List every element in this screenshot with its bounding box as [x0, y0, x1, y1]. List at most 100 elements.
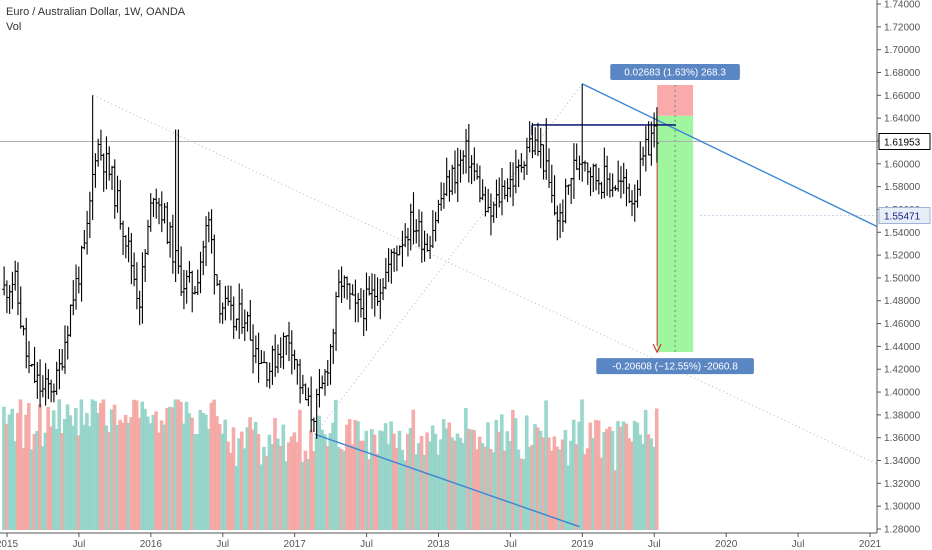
volume-bar — [245, 427, 250, 530]
volume-bar — [126, 422, 131, 530]
volume-bar — [187, 413, 192, 530]
y-tick-label: 1.72000 — [884, 22, 921, 33]
volume-bar — [240, 431, 244, 530]
ohlc-bars — [2, 83, 659, 439]
volume-bar — [613, 470, 618, 530]
volume-bar — [530, 444, 535, 530]
stop-measure-label-bg — [610, 64, 740, 81]
volume-bar — [477, 436, 482, 530]
volume-bar — [599, 457, 604, 530]
volume-bar — [441, 419, 446, 530]
volume-bar — [527, 447, 532, 530]
y-tick-label: 1.48000 — [884, 296, 921, 307]
volume-bar — [192, 433, 197, 530]
y-tick-label: 1.64000 — [884, 114, 921, 125]
y-tick-label: 1.32000 — [884, 479, 921, 490]
volume-bar — [284, 461, 288, 530]
y-tick-label: 1.44000 — [884, 342, 921, 353]
volume-bar — [508, 440, 512, 530]
chart-legend: Euro / Australian Dollar, 1W, OANDA Vol — [6, 5, 185, 35]
volume-bar — [370, 429, 374, 530]
volume-bar — [281, 424, 286, 530]
volume-bar — [591, 438, 595, 530]
volume-bar — [57, 399, 62, 530]
volume-bar — [480, 443, 485, 530]
volume-bar — [79, 399, 84, 530]
volume-bar — [259, 464, 263, 530]
volume-bar — [298, 409, 302, 530]
risk-reward-tool[interactable] — [652, 85, 694, 354]
volume-bar — [544, 400, 548, 530]
measure-labels: 0.02683 (1.63%) 268.3 -0.20608 (−12.55%) … — [596, 64, 754, 375]
volume-bar — [71, 425, 75, 530]
volume-bar — [151, 414, 156, 530]
volume-bar — [35, 430, 39, 530]
x-tick-label: 2017 — [284, 539, 307, 550]
volume-bar — [292, 432, 297, 530]
x-tick-label: 2020 — [715, 539, 738, 550]
volume-bar — [588, 422, 593, 530]
x-tick-label: 2016 — [140, 539, 163, 550]
volume-bar — [322, 434, 327, 530]
volume-bar — [253, 421, 258, 530]
volume-bar — [51, 410, 56, 530]
volume-bar — [176, 399, 180, 530]
volume-bar — [273, 418, 277, 530]
volume-bar — [383, 423, 388, 530]
volume-bar — [184, 401, 189, 530]
volume-bar — [447, 422, 452, 530]
volume-bar — [602, 431, 606, 530]
volume-bar — [206, 428, 211, 530]
target-arrow-head — [652, 343, 662, 354]
volume-bar — [104, 425, 109, 530]
volume-bar — [378, 430, 382, 530]
volume-bar — [2, 406, 6, 530]
trendlines[interactable] — [0, 83, 878, 528]
current-price-badge-bg — [878, 132, 931, 150]
volume-bar — [574, 444, 579, 530]
y-tick-label: 1.28000 — [884, 525, 921, 536]
y-tick-label: 1.52000 — [884, 251, 921, 262]
volume-bar — [563, 430, 568, 530]
volume-bar — [558, 449, 562, 530]
volume-bar — [585, 448, 590, 530]
volume-bar — [231, 427, 236, 530]
volume-bar — [270, 444, 275, 530]
secondary-price-badge-bg — [878, 206, 931, 224]
volume-bar — [356, 421, 360, 530]
volume-bar — [212, 399, 216, 530]
volume-bar — [109, 409, 114, 530]
volume-bar — [621, 421, 626, 530]
volume-bar — [7, 414, 12, 530]
volume-bar — [49, 426, 53, 530]
volume-bar — [217, 424, 222, 530]
x-tick-label: 2015 — [0, 539, 19, 550]
target-measure-label: -0.20608 (−12.55%) -2060.8 — [612, 362, 738, 373]
volume-bar — [278, 445, 283, 530]
x-axis-panel — [0, 534, 932, 550]
y-tick-label: 1.30000 — [884, 502, 921, 513]
volume-bar — [422, 454, 427, 530]
volume-bar — [569, 440, 573, 530]
volume-bar — [616, 421, 620, 530]
volume-bar — [646, 434, 651, 530]
trendline-dotted-rising — [314, 83, 583, 435]
volume-bar — [264, 455, 269, 530]
volume-bar — [228, 452, 233, 530]
trendline-lower-descending — [314, 433, 580, 528]
volume-bar — [652, 446, 656, 530]
volume-bar — [18, 399, 23, 530]
volume-bar — [439, 439, 443, 530]
stop-measure-label: 0.02683 (1.63%) 268.3 — [624, 68, 726, 79]
volume-bar — [82, 424, 86, 530]
volume-bar — [632, 420, 637, 530]
volume-bar — [433, 433, 438, 530]
volume-bar — [547, 437, 551, 530]
volume-bar — [458, 437, 463, 530]
volume-bar — [502, 450, 507, 530]
volume-bar — [198, 409, 203, 530]
volume-bar — [170, 407, 175, 530]
volume-bar — [654, 408, 659, 530]
volume-bar — [154, 411, 158, 530]
